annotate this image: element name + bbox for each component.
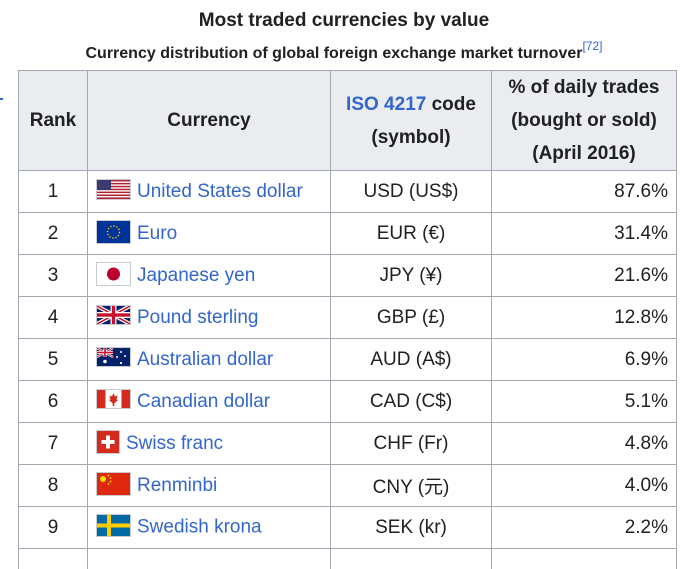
- china-flag-icon: [96, 472, 131, 496]
- currency-header[interactable]: Currency: [88, 71, 331, 171]
- code-cell: CAD (C$): [331, 381, 492, 423]
- table-row: 6 Canadian dollar CAD (C$) 5.1%: [19, 381, 677, 423]
- uk-flag-icon: [96, 305, 131, 325]
- pct-cell: 21.6%: [492, 255, 677, 297]
- currency-link[interactable]: Swiss franc: [126, 433, 223, 454]
- canada-flag-icon: [96, 389, 131, 409]
- currency-link[interactable]: Canadian dollar: [137, 391, 270, 412]
- code-cell: EUR (€): [331, 213, 492, 255]
- table-row: 9 Swedish krona SEK (kr) 2.2%: [19, 507, 677, 549]
- iso-4217-link[interactable]: ISO 4217: [346, 94, 426, 115]
- currency-cell: United States dollar: [88, 171, 331, 213]
- table-row: 3 Japanese yen JPY (¥) 21.6%: [19, 255, 677, 297]
- code-cell: SEK (kr): [331, 507, 492, 549]
- table-row: 5 Australian dollar AUD (A$): [19, 339, 677, 381]
- currency-link[interactable]: United States dollar: [137, 181, 303, 202]
- currency-cell: Swiss franc: [88, 423, 331, 465]
- currency-cell: Renminbi: [88, 465, 331, 507]
- table-subtitle: Currency distribution of global foreign …: [0, 45, 688, 63]
- pct-cell: 5.1%: [492, 381, 677, 423]
- currency-cell: Australian dollar: [88, 339, 331, 381]
- pct-header-line3: (April 2016): [532, 143, 635, 164]
- pct-header-line1: % of daily trades: [509, 77, 660, 98]
- currency-link[interactable]: Australian dollar: [137, 349, 273, 370]
- rank-cell: 6: [19, 381, 88, 423]
- table-title: Most traded currencies by value: [0, 10, 688, 32]
- currency-link[interactable]: Swedish krona: [137, 517, 262, 538]
- rank-cell: 9: [19, 507, 88, 549]
- pct-cell: 4.8%: [492, 423, 677, 465]
- pct-cell: 4.0%: [492, 465, 677, 507]
- code-cell: JPY (¥): [331, 255, 492, 297]
- pct-cell: [492, 549, 677, 569]
- code-cell: CHF (Fr): [331, 423, 492, 465]
- swiss-flag-icon: [96, 430, 120, 454]
- pct-cell: 87.6%: [492, 171, 677, 213]
- currency-link[interactable]: Japanese yen: [137, 265, 255, 286]
- table-row: 8 Renminbi CNY (元) 4.0%: [19, 465, 677, 507]
- code-cell: GBP (£): [331, 297, 492, 339]
- table-row: 7 Swiss franc CHF (Fr) 4.8%: [19, 423, 677, 465]
- rank-cell: 5: [19, 339, 88, 381]
- rank-cell: [19, 549, 88, 569]
- code-cell: USD (US$): [331, 171, 492, 213]
- rank-cell: 2: [19, 213, 88, 255]
- left-edge-marker: [0, 98, 3, 100]
- eu-flag-icon: [96, 220, 131, 244]
- australia-flag-icon: [96, 347, 131, 367]
- rank-cell: 8: [19, 465, 88, 507]
- rank-cell: 3: [19, 255, 88, 297]
- table-row: 1 United States dollar USD (US$) 87.6%: [19, 171, 677, 213]
- code-cell: CNY (元): [331, 465, 492, 507]
- table-row: 2 Euro EUR (€) 31.4%: [19, 213, 677, 255]
- currency-cell: [88, 549, 331, 569]
- pct-cell: 31.4%: [492, 213, 677, 255]
- rank-cell: 1: [19, 171, 88, 213]
- currency-link[interactable]: Renminbi: [137, 475, 217, 496]
- pct-cell: 12.8%: [492, 297, 677, 339]
- header-row: Rank Currency ISO 4217 code (symbol) % o…: [19, 71, 677, 171]
- currency-table: Rank Currency ISO 4217 code (symbol) % o…: [18, 70, 677, 569]
- pct-cell: 2.2%: [492, 507, 677, 549]
- us-flag-icon: [96, 179, 131, 200]
- currency-cell: Canadian dollar: [88, 381, 331, 423]
- sweden-flag-icon: [96, 514, 131, 537]
- iso-code-header[interactable]: ISO 4217 code (symbol): [331, 71, 492, 171]
- currency-link[interactable]: Pound sterling: [137, 307, 258, 328]
- iso-symbol-label: (symbol): [371, 127, 450, 148]
- rank-cell: 4: [19, 297, 88, 339]
- table-row: 4 Pound sterling GBP (£) 12.8%: [19, 297, 677, 339]
- pct-header-line2: (bought or sold): [511, 110, 657, 131]
- rank-header[interactable]: Rank: [19, 71, 88, 171]
- code-cell: [331, 549, 492, 569]
- reference-link[interactable]: [72]: [582, 39, 602, 53]
- japan-flag-icon: [96, 262, 131, 286]
- currency-cell: Pound sterling: [88, 297, 331, 339]
- daily-trades-header[interactable]: % of daily trades (bought or sold) (Apri…: [492, 71, 677, 171]
- subtitle-text: Currency distribution of global foreign …: [86, 45, 583, 62]
- iso-code-label: code: [426, 94, 476, 115]
- table-row-partial: [19, 549, 677, 569]
- rank-cell: 7: [19, 423, 88, 465]
- currency-link[interactable]: Euro: [137, 223, 177, 244]
- code-cell: AUD (A$): [331, 339, 492, 381]
- currency-cell: Japanese yen: [88, 255, 331, 297]
- currency-cell: Euro: [88, 213, 331, 255]
- pct-cell: 6.9%: [492, 339, 677, 381]
- currency-cell: Swedish krona: [88, 507, 331, 549]
